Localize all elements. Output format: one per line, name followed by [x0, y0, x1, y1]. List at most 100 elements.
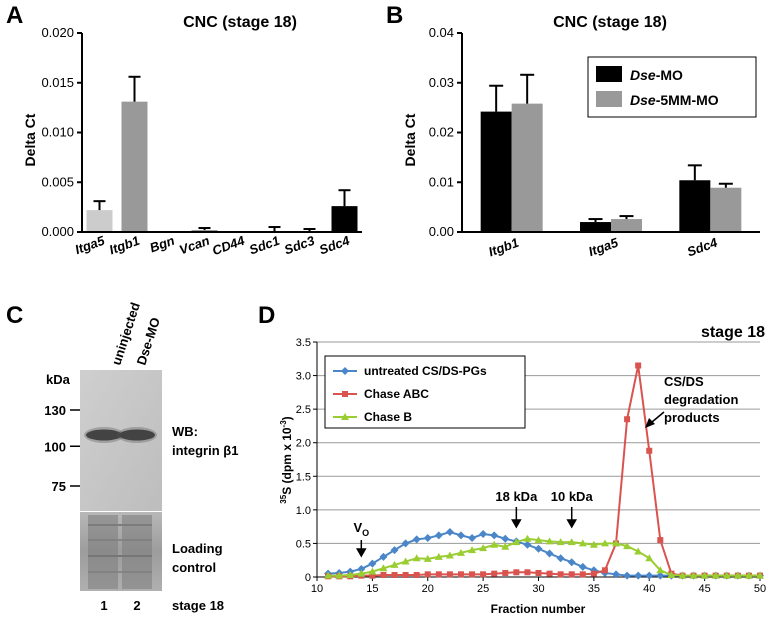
panel-d-legend-label-untreated-cs-ds-pgs: untreated CS/DS-PGs: [364, 364, 487, 378]
panel-d-legend-box: [324, 355, 526, 429]
panel-d-point-chase-abc: [601, 567, 608, 574]
panel-a-y-tick-label: 0.015: [41, 75, 74, 90]
loading-lane-2: [122, 515, 152, 589]
panel-d-point-untreated-cs-ds-pgs: [501, 534, 510, 543]
panel-d-x-tick-label: 15: [366, 583, 378, 595]
y-title-sup1: 35: [279, 494, 288, 503]
panel-d-point-chase-b: [545, 537, 554, 545]
panel-a-category-sdc3: Sdc3: [282, 232, 317, 257]
wb-label-line2: integrin β1: [172, 443, 238, 458]
panel-d-point-chase-abc: [457, 571, 464, 578]
panel-a-category-sdc4: Sdc4: [317, 232, 352, 257]
panel-a-y-ticks: 0.000 0.005 0.010 0.015 0.020: [41, 25, 82, 239]
panel-b-bar-sdc4-5mm-mo: [710, 187, 742, 232]
panel-d-point-chase-b: [623, 542, 632, 550]
panel-d-point-chase-b: [390, 560, 399, 568]
panel-a-y-tick-label: 0.005: [41, 174, 74, 189]
panel-d-point-untreated-cs-ds-pgs: [456, 531, 465, 540]
panel-d-point-chase-b: [567, 538, 576, 546]
panel-a-category-cd44: CD44: [210, 232, 247, 258]
panel-a-letter: A: [6, 2, 23, 29]
panel-d-point-untreated-cs-ds-pgs: [567, 558, 576, 567]
panel-a-bar-sdc4: [331, 206, 358, 232]
annotation-csds: CS/DS degradation products: [645, 374, 738, 428]
panel-d-point-chase-abc: [491, 570, 498, 577]
panel-d-point-chase-abc: [624, 416, 631, 423]
kda-label: kDa: [46, 372, 71, 387]
panel-d-y-tick-label: 0.5: [296, 538, 311, 550]
legend-label-dse-mo: Dse-MO: [630, 67, 683, 83]
panel-b-bar-itgb1-mo: [480, 111, 512, 232]
panel-d-line-untreated-cs-ds-pgs: [328, 530, 760, 577]
panel-d-point-untreated-cs-ds-pgs: [357, 564, 366, 573]
panel-b-category-itgb1: Itgb1: [486, 235, 520, 260]
annotation-vo-main: V: [353, 520, 362, 535]
panel-d-point-chase-abc: [424, 571, 431, 578]
panel-a-category-itga5: Itga5: [73, 232, 107, 257]
panel-d-point-chase-b: [357, 569, 366, 577]
panel-d-point-chase-abc: [568, 571, 575, 578]
annotation-csds-arrow-line: [651, 411, 665, 423]
panel-d-y-tick-label: 1.0: [296, 505, 311, 517]
annotation-csds-line2: degradation: [664, 392, 738, 407]
panel-b-bar-itgb1-5mm-mo: [511, 103, 543, 233]
legend-dse-mo-italic: Dse: [630, 67, 656, 83]
panel-d-point-chase-b: [600, 539, 609, 547]
panel-d-point-chase-b: [368, 567, 377, 575]
panel-d-point-chase-abc: [480, 571, 487, 578]
panel-d-point-untreated-cs-ds-pgs: [523, 540, 532, 549]
panel-d-point-chase-abc: [391, 571, 398, 578]
panel-d-point-chase-abc: [413, 571, 420, 578]
panel-d-legend-label-chase-b: Chase B: [364, 410, 412, 424]
panel-d-point-untreated-cs-ds-pgs: [368, 559, 377, 568]
annotation-10kda: 10 kDa: [551, 489, 593, 529]
panel-d-point-untreated-cs-ds-pgs: [656, 571, 665, 580]
panel-d-point-chase-b: [756, 571, 764, 579]
panel-b-category-labels: Itgb1 Itga5 Sdc4: [486, 234, 720, 259]
annotation-18kda-text: 18 kDa: [495, 489, 538, 504]
blot-membrane-wb: [80, 370, 162, 511]
panel-a-bar-itga5: [86, 210, 113, 232]
legend-swatch-dse-mo: [596, 66, 622, 82]
panel-d-point-untreated-cs-ds-pgs: [623, 571, 632, 580]
panel-d-point-chase-abc: [546, 570, 553, 577]
panel-a-y-tick-label: 0.000: [41, 224, 74, 239]
panel-d-point-chase-abc: [590, 570, 597, 577]
panel-a-y-tick-label: 0.020: [41, 25, 74, 40]
lane-number-1: 1: [100, 598, 107, 613]
panel-d-point-chase-b: [556, 538, 565, 546]
panel-b-bars: [480, 73, 742, 233]
panel-b-bar-sdc4-mo: [679, 180, 711, 232]
panel-d-x-axis-title: Fraction number: [491, 602, 586, 616]
annotation-18kda: 18 kDa: [495, 489, 538, 529]
panel-d-point-untreated-cs-ds-pgs: [490, 531, 499, 540]
panel-d-line-chase-b: [328, 537, 760, 577]
panel-b: B CNC (stage 18) Delta Ct 0.000.010.020.…: [386, 2, 760, 259]
panel-d-point-chase-b: [346, 570, 355, 578]
panel-d-y-tick-label: 1.5: [296, 471, 311, 483]
panel-d-point-chase-b: [722, 571, 731, 579]
panel-d-title: stage 18: [701, 324, 765, 341]
panel-d-point-untreated-cs-ds-pgs: [434, 531, 443, 540]
panel-d-point-chase-abc: [469, 571, 476, 578]
panel-d-point-chase-b: [634, 547, 643, 555]
panel-d-point-chase-abc: [524, 569, 531, 576]
panel-d-point-chase-b: [490, 540, 499, 548]
y-title-end: ): [280, 416, 294, 420]
panel-d-x-tick-label: 25: [477, 583, 489, 595]
panel-d-point-chase-abc: [369, 572, 376, 579]
panel-a-bar-itgb1: [121, 101, 148, 232]
band-lane-1-halo: [84, 427, 124, 443]
panel-a-category-itgb1: Itgb1: [107, 233, 141, 258]
panel-a-y-tick-label: 0.010: [41, 125, 74, 140]
panel-d-point-untreated-cs-ds-pgs: [468, 534, 477, 543]
panel-d-x-tick-label: 35: [588, 583, 600, 595]
panel-d-point-chase-b: [523, 534, 532, 542]
band-lane-2: [119, 429, 155, 441]
loading-label-line2: control: [172, 560, 216, 575]
annotation-vo-arrow: [356, 540, 367, 558]
panel-d-point-chase-b: [744, 571, 753, 579]
wb-label-line1: WB:: [172, 424, 198, 439]
